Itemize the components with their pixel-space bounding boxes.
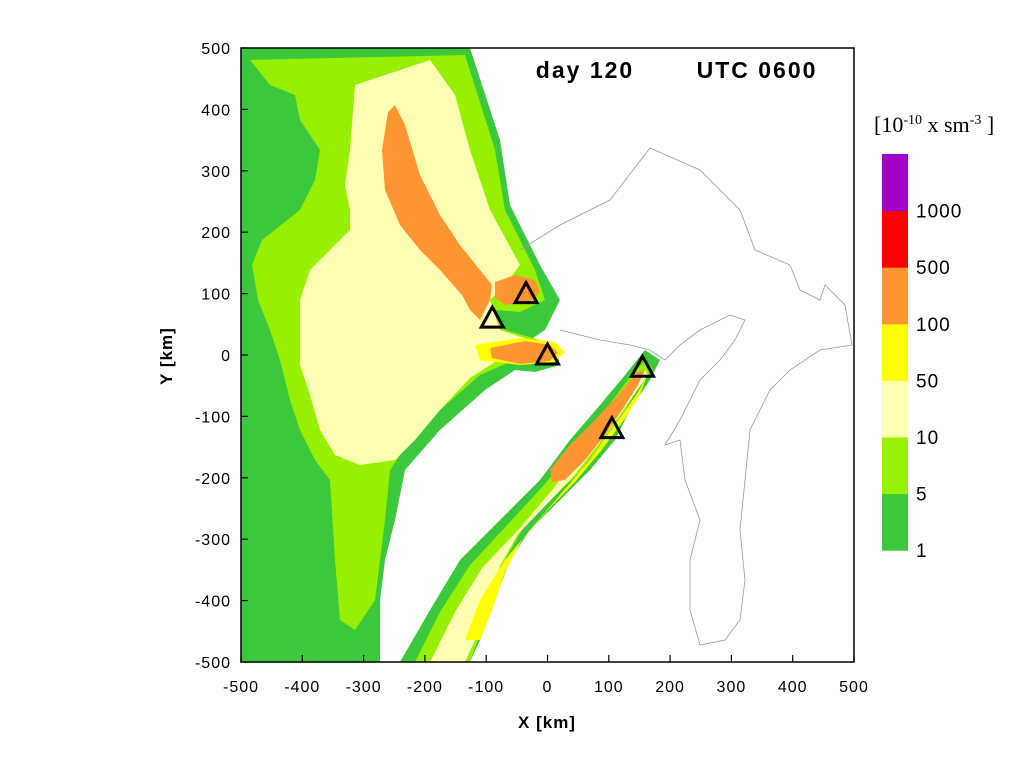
x-tick-label: 300 (717, 679, 747, 696)
colorbar-segment (882, 267, 908, 325)
y-tick-label: 400 (201, 102, 231, 119)
colorbar-segment (882, 323, 908, 381)
colorbar-segment (882, 437, 908, 495)
x-tick-label: -200 (407, 679, 443, 696)
y-tick-label: 0 (221, 348, 231, 365)
x-tick-label: -400 (284, 679, 320, 696)
y-tick-label: -200 (195, 471, 231, 488)
x-ticks (240, 655, 855, 662)
x-tick-label: -500 (223, 679, 259, 696)
contour-level-100-west (382, 105, 492, 320)
colorbar-segment (882, 154, 908, 212)
colorbar-level-label: 500 (916, 258, 951, 279)
y-ticks (241, 47, 248, 663)
x-tick-label: -300 (346, 679, 382, 696)
colorbar-level-label: 50 (916, 371, 939, 392)
y-tick-label: -500 (195, 655, 231, 672)
contour-level-10-west (300, 60, 540, 465)
coastline-outline (519, 147, 853, 646)
colorbar-segment (882, 380, 908, 438)
source-triangle-marker (533, 340, 562, 366)
x-tick-label: 0 (543, 679, 553, 696)
source-triangle-marker (478, 304, 506, 329)
x-tick-label: 400 (778, 679, 808, 696)
y-axis-title: Y [km] (157, 327, 176, 385)
plot-title-time: UTC 0600 (697, 57, 818, 83)
colorbar-segment (882, 210, 908, 268)
y-tick-label: -100 (195, 409, 231, 426)
source-markers (478, 279, 657, 440)
y-tick-label: -400 (195, 594, 231, 611)
colorbar-level-label: 5 (916, 485, 928, 506)
contour-field (241, 48, 660, 662)
y-tick-label: 300 (201, 164, 231, 181)
source-triangle-marker (598, 414, 626, 440)
colorbar-level-label: 100 (916, 315, 951, 336)
contour-level-50-east (465, 378, 646, 640)
colorbar: 1 5 10 50 100 500 1000 (882, 154, 962, 562)
contour-level-100-east (550, 370, 645, 482)
x-tick-label: 200 (655, 679, 685, 696)
x-axis-title: X [km] (518, 713, 576, 732)
x-tick-label: 500 (839, 679, 869, 696)
y-tick-labels: 500 400 300 200 100 0 -100 -200 -300 -400 -500 (195, 41, 231, 672)
colorbar-title: [10-10 x sm-3 ] (874, 112, 994, 137)
x-tick-label: 100 (594, 679, 624, 696)
x-tick-labels: -500 -400 -300 -200 -100 0 100 200 300 400 500 (223, 679, 869, 696)
source-triangle-marker (512, 279, 540, 305)
x-tick-label: -100 (468, 679, 504, 696)
y-tick-label: 500 (201, 41, 231, 58)
plot-title-day: day 120 (536, 57, 634, 83)
colorbar-level-label: 1 (916, 541, 928, 562)
colorbar-level-label: 10 (916, 428, 939, 449)
y-tick-label: 100 (201, 287, 231, 304)
source-triangle-marker (628, 353, 657, 378)
y-tick-label: 200 (201, 225, 231, 242)
colorbar-segment (882, 493, 908, 551)
y-tick-label: -300 (195, 532, 231, 549)
colorbar-level-label: 1000 (916, 202, 962, 223)
contour-level-100-src1 (495, 275, 540, 305)
